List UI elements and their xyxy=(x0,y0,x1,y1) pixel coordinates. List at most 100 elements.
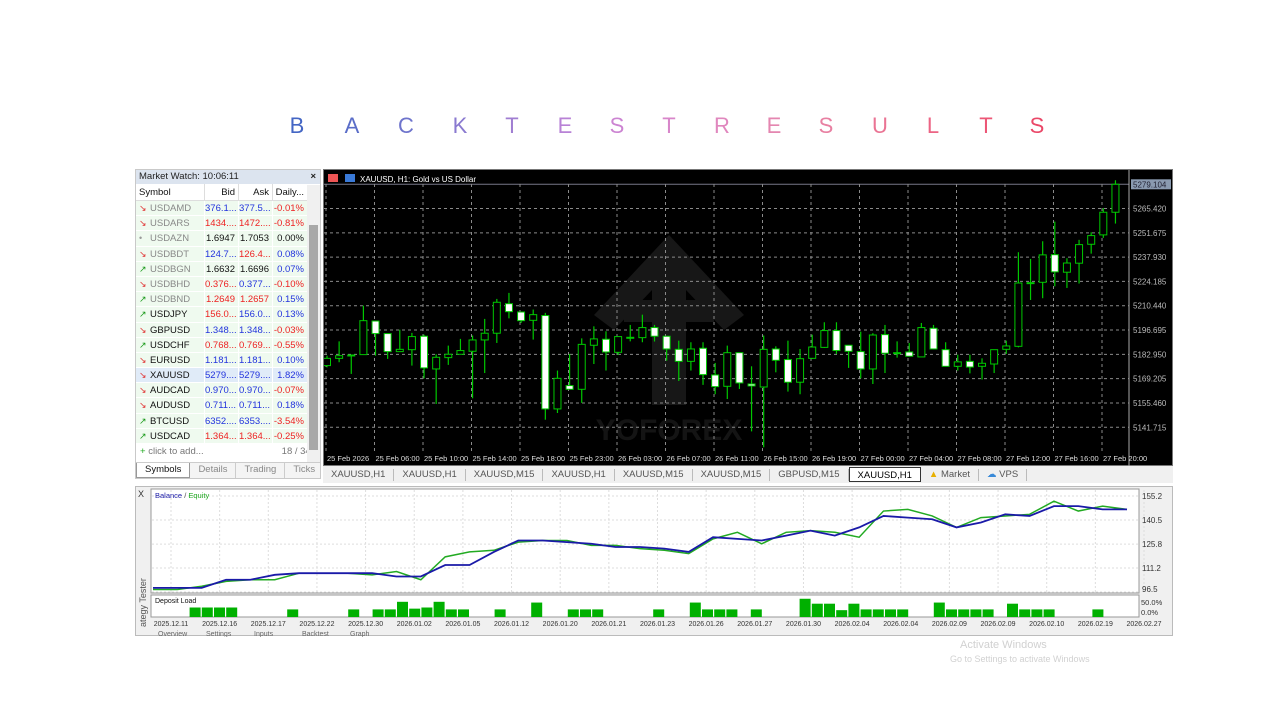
chart-tab[interactable]: ☁ VPS xyxy=(979,468,1028,481)
time-label: 27 Feb 00:00 xyxy=(861,454,905,463)
candle xyxy=(589,326,598,365)
market-watch-title: Market Watch: 10:06:11 xyxy=(139,171,239,182)
bid-cell: 0.376... xyxy=(204,276,237,292)
tab-ticks[interactable]: Ticks xyxy=(285,463,325,478)
add-symbol-button[interactable]: + click to add... xyxy=(140,444,204,459)
price-label: 5155.460 xyxy=(1133,399,1167,408)
price-chart[interactable]: YOFOREX 5265.420 5251.675 5237.930 5224.185 5… xyxy=(323,169,1173,467)
deposit-load-bar xyxy=(494,609,506,617)
tester-tab[interactable]: Inputs xyxy=(254,631,274,637)
symbol-row[interactable]: ↘ USDBHD 0.376... 0.377... -0.10% xyxy=(136,276,320,293)
tab-symbols[interactable]: Symbols xyxy=(136,463,191,478)
symbol-row[interactable]: ↗ BTCUSD 6352.... 6353.... -3.54% xyxy=(136,413,320,429)
symbol-row[interactable]: ↘ USDARS 1434.... 1472.... -0.81% xyxy=(136,216,320,232)
column-symbol[interactable]: Symbol xyxy=(139,187,171,198)
deposit-load-bar xyxy=(946,609,957,617)
candle xyxy=(650,324,659,342)
chart-tab[interactable]: XAUUSD,M15 xyxy=(693,468,771,481)
column-bid[interactable]: Bid xyxy=(204,184,238,200)
chart-tab[interactable]: XAUUSD,M15 xyxy=(615,468,693,481)
candle xyxy=(420,334,429,379)
daily-change-cell: 0.10% xyxy=(272,352,307,368)
symbol-row[interactable]: ↘ USDBDT 124.7... 126.4... 0.08% xyxy=(136,246,320,262)
arrow-down-icon: ↘ xyxy=(139,203,147,213)
symbol-row[interactable]: ↘ USDAMD 376.1... 377.5... -0.01% xyxy=(136,201,320,217)
symbol-list: ↘ USDAMD 376.1... 377.5... -0.01% ↘ USDARS 1434… xyxy=(136,201,320,444)
scrollbar-thumb[interactable] xyxy=(309,225,318,450)
daily-change-cell: 0.18% xyxy=(272,398,307,413)
chart-tab[interactable]: GBPUSD,M15 xyxy=(770,468,849,481)
candle xyxy=(759,335,768,448)
chart-tab[interactable]: XAUUSD,H1 xyxy=(543,468,615,481)
symbol-row[interactable]: ↘ EURUSD 1.181... 1.181... 0.10% xyxy=(136,352,320,369)
candle xyxy=(383,333,392,359)
column-ask[interactable]: Ask xyxy=(238,184,272,200)
chart-tab[interactable]: XAUUSD,H1 xyxy=(323,468,395,481)
daily-change-cell: -0.03% xyxy=(272,322,307,337)
ask-cell: 0.377... xyxy=(238,276,271,292)
tester-tab[interactable]: Graph xyxy=(350,631,370,637)
symbol-row[interactable]: ↗ USDBGN 1.6632 1.6696 0.07% xyxy=(136,261,320,277)
deposit-load-bar xyxy=(214,607,225,617)
candle xyxy=(953,354,962,371)
chart-tab[interactable]: XAUUSD,H1 xyxy=(394,468,466,481)
chart-tab-label: Market xyxy=(940,468,970,480)
column-daily[interactable]: Daily... xyxy=(272,184,307,200)
tester-tab[interactable]: Overview xyxy=(158,631,188,637)
symbol-row[interactable]: ↘ AUDCAD 0.970... 0.970... -0.07% xyxy=(136,383,320,399)
symbol-name: USDBHD xyxy=(150,278,191,290)
candle xyxy=(1026,258,1035,300)
candle xyxy=(699,342,708,385)
title-letter: T xyxy=(505,113,519,138)
tester-close-icon[interactable]: X xyxy=(138,489,144,499)
date-label: 2026.02.04 xyxy=(835,621,870,628)
title-letter: S xyxy=(609,113,625,138)
symbol-row[interactable]: ↗ USDCHF 0.768... 0.769... -0.55% xyxy=(136,337,320,353)
symbol-row[interactable]: ↗ USDBND 1.2649 1.2657 0.15% xyxy=(136,292,320,308)
deposit-load-bar xyxy=(1043,609,1055,617)
chart-tab[interactable]: XAUUSD,M15 xyxy=(466,468,544,481)
dot-icon: • xyxy=(139,233,143,244)
chart-tab[interactable]: XAUUSD,H1 xyxy=(848,467,921,482)
deposit-load-bar xyxy=(397,601,408,617)
candle xyxy=(917,322,926,358)
symbol-row[interactable]: ↗ USDJPY 156.0... 156.0... 0.13% xyxy=(136,307,320,323)
symbol-cell: ↘ XAUUSD xyxy=(136,368,204,382)
date-label: 2026.02.10 xyxy=(1029,621,1064,628)
bid-cell: 156.0... xyxy=(204,307,237,322)
arrow-down-icon: ↘ xyxy=(139,354,147,365)
scrollbar[interactable] xyxy=(307,185,320,462)
y-axis-label: 96.5 xyxy=(1142,585,1158,594)
symbol-row[interactable]: ↗ USDCAD 1.364... 1.364... -0.25% xyxy=(136,428,320,444)
candle xyxy=(662,335,671,361)
symbol-row[interactable]: • USDAZN 1.6947 1.7053 0.00% xyxy=(136,231,320,247)
tester-tab[interactable]: Backtest xyxy=(302,631,329,637)
title-letter: B xyxy=(289,113,305,138)
load-axis-label: 50.0% xyxy=(1141,598,1163,607)
chart-tabs: XAUUSD,H1 XAUUSD,H1 XAUUSD,M15 XAUUSD,H1 XAU… xyxy=(323,466,1173,483)
symbol-row[interactable]: ↘ GBPUSD 1.348... 1.348... -0.03% xyxy=(136,322,320,338)
symbol-row[interactable]: ↘ XAUUSD 5279.... 5279.... 1.82% xyxy=(136,368,320,384)
candle xyxy=(832,322,841,354)
market-watch-footer: + click to add... 18 / 349 xyxy=(136,444,320,459)
ask-cell: 1.348... xyxy=(238,322,271,337)
deposit-load-bar xyxy=(287,609,299,617)
chart-tab[interactable]: ▲ Market xyxy=(921,468,979,481)
price-label: 5210.440 xyxy=(1133,302,1167,311)
symbol-row[interactable]: ↘ AUDUSD 0.711... 0.711... 0.18% xyxy=(136,398,320,414)
candle xyxy=(796,348,805,395)
bid-cell: 124.7... xyxy=(204,246,237,261)
close-icon[interactable]: × xyxy=(310,171,316,182)
tester-tab[interactable]: Settings xyxy=(206,631,232,637)
deposit-load-bar xyxy=(689,602,701,617)
chart-tab-label: XAUUSD,M15 xyxy=(700,468,762,480)
arrow-down-icon: ↘ xyxy=(139,324,147,335)
tab-trading[interactable]: Trading xyxy=(236,463,286,478)
time-label: 25 Feb 14:00 xyxy=(473,454,517,463)
deposit-load-bar xyxy=(848,603,860,617)
candle xyxy=(492,298,501,343)
tab-details[interactable]: Details xyxy=(190,463,237,478)
date-label: 2026.02.04 xyxy=(883,621,918,628)
deposit-load-bar xyxy=(799,598,811,617)
